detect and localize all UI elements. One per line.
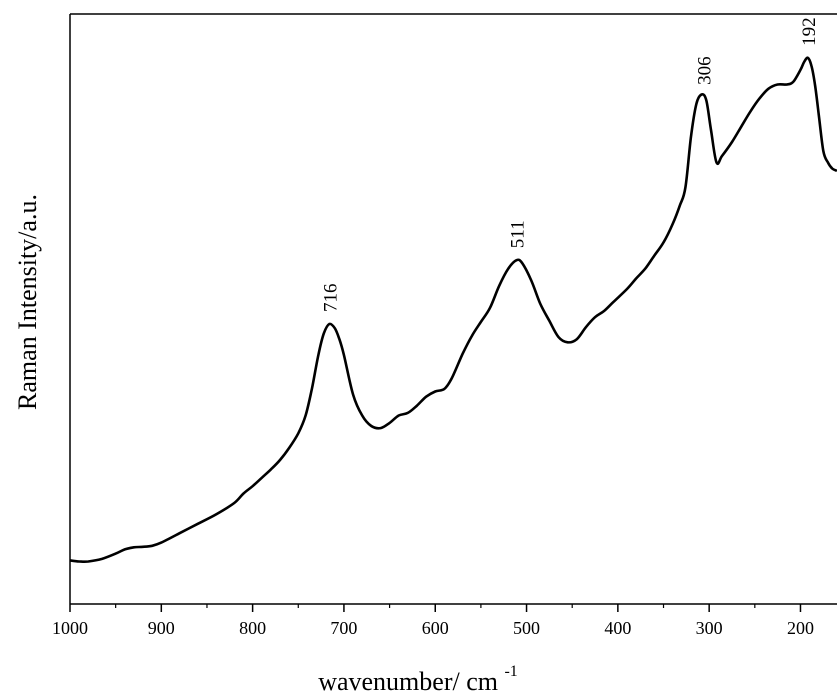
- x-axis-title-superscript: -1: [504, 663, 517, 680]
- peak-label: 306: [695, 56, 716, 85]
- x-axis-title: wavenumber/ cm -1: [318, 663, 518, 696]
- x-tick-label: 1000: [52, 618, 88, 638]
- x-tick-label: 300: [696, 618, 723, 638]
- x-tick-label: 800: [239, 618, 266, 638]
- y-axis-title: Raman Intensity/a.u.: [13, 194, 42, 410]
- spectrum-line: [69, 56, 837, 564]
- x-axis-title-text: wavenumber/ cm: [318, 667, 498, 696]
- x-tick-label: 700: [330, 618, 357, 638]
- x-tick-label: 600: [422, 618, 449, 638]
- peak-label: 192: [799, 17, 820, 46]
- x-tick-label: 900: [148, 618, 175, 638]
- peak-label: 716: [320, 283, 341, 312]
- x-axis-ticks: [69, 604, 802, 612]
- series-layer: [69, 56, 837, 564]
- peak-label: 511: [508, 220, 529, 248]
- x-tick-label: 400: [604, 618, 631, 638]
- x-tick-label: 500: [513, 618, 540, 638]
- x-axis-tick-labels: 1000 900 800 700 600 500 400 300 200: [52, 618, 814, 638]
- peak-labels: 716 511 306 192: [320, 17, 819, 312]
- x-tick-label: 200: [787, 618, 814, 638]
- plot-frame: [69, 13, 837, 605]
